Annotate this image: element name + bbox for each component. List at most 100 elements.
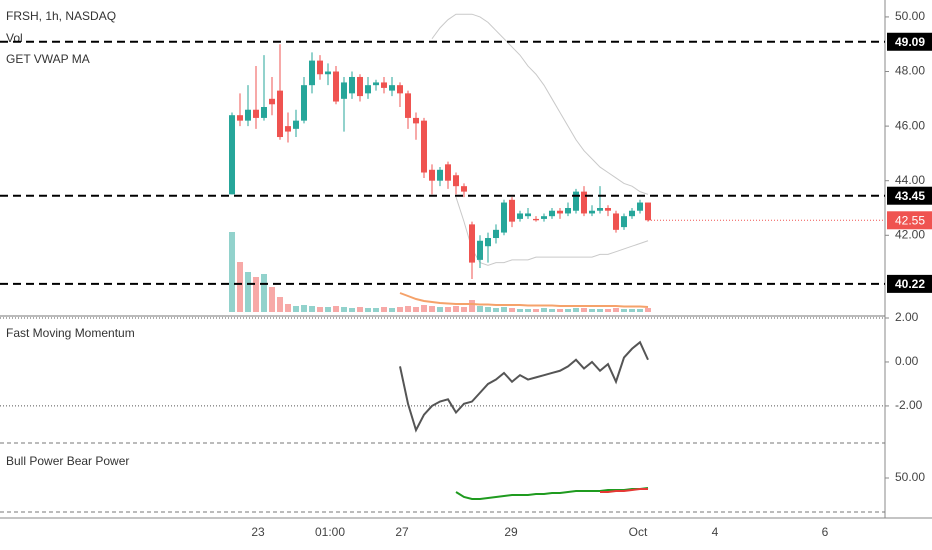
candle-body — [405, 93, 411, 118]
last-price-box — [887, 211, 932, 230]
candle-body — [613, 213, 619, 230]
candle-body — [453, 175, 459, 187]
volume-bar — [621, 309, 627, 312]
volume-bar — [533, 309, 539, 312]
volume-bar — [229, 232, 235, 312]
volume-bar — [301, 305, 307, 312]
candle-body — [557, 210, 563, 214]
candle-body — [645, 202, 651, 221]
candle-body — [437, 169, 443, 181]
volume-bar — [461, 307, 467, 312]
y-tick-label: 44.00 — [895, 173, 925, 187]
volume-bar — [429, 306, 435, 312]
candle-body — [333, 71, 339, 102]
volume-bar — [605, 309, 611, 312]
candle-body — [245, 109, 251, 121]
candle-body — [365, 85, 371, 94]
candle-body — [597, 207, 603, 211]
candle-body — [581, 191, 587, 214]
volume-bar — [501, 307, 507, 312]
candle-body — [261, 107, 267, 118]
y-tick-label: 50.00 — [895, 9, 925, 23]
volume-bar — [565, 309, 571, 312]
volume-bar — [581, 308, 587, 312]
indicator-line — [600, 488, 648, 493]
chart-title: FRSH, 1h, NASDAQ — [6, 9, 116, 23]
volume-bar — [421, 305, 427, 312]
candle-body — [309, 60, 315, 86]
volume-bar — [573, 308, 579, 312]
volume-bar — [509, 308, 515, 312]
volume-bar — [645, 308, 651, 312]
volume-bar — [477, 306, 483, 312]
x-tick-label: 29 — [504, 525, 518, 539]
candle-body — [485, 238, 491, 247]
y-tick-label: 48.00 — [895, 64, 925, 78]
candle-body — [349, 76, 355, 94]
candle-body — [621, 216, 627, 228]
volume-bar — [285, 304, 291, 312]
volume-bar — [541, 308, 547, 312]
y-tick-label: 42.00 — [895, 227, 925, 241]
volume-bar — [277, 297, 283, 312]
volume-bar — [269, 287, 275, 312]
volume-bar — [405, 306, 411, 312]
candle-body — [589, 210, 595, 214]
volume-bar — [629, 309, 635, 312]
candle-body — [509, 199, 515, 222]
x-tick-label: 6 — [822, 525, 829, 539]
candle-body — [373, 82, 379, 86]
volume-bar — [237, 262, 243, 312]
candle-body — [573, 191, 579, 211]
candle-body — [541, 216, 547, 219]
candle-body — [293, 120, 299, 129]
x-tick-label: 27 — [395, 525, 409, 539]
volume-bar — [357, 307, 363, 312]
x-tick-label: Oct — [629, 525, 648, 539]
volume-bar — [381, 307, 387, 312]
candle-body — [461, 186, 467, 192]
candle-body — [629, 210, 635, 217]
volume-bar — [453, 306, 459, 312]
candle-body — [325, 71, 331, 75]
y-tick-label: 2.00 — [895, 310, 919, 324]
volume-bar — [317, 307, 323, 312]
candle-body — [469, 224, 475, 263]
volume-bar — [261, 274, 267, 312]
volume-bar — [293, 306, 299, 312]
candle-body — [565, 207, 571, 214]
pane-title: Fast Moving Momentum — [6, 326, 135, 340]
level-label: 49.09 — [895, 35, 925, 49]
volume-bar — [373, 308, 379, 312]
volume-bar — [525, 309, 531, 312]
candle-body — [477, 240, 483, 260]
candle-body — [269, 98, 275, 105]
volume-bar — [365, 308, 371, 312]
candle-body — [357, 76, 363, 97]
volume-bar — [253, 277, 259, 312]
level-label-box — [887, 32, 932, 51]
volume-bar — [485, 307, 491, 312]
volume-bar — [637, 309, 643, 312]
volume-bar — [309, 306, 315, 312]
candle-body — [341, 82, 347, 99]
volume-bar — [437, 307, 443, 312]
volume-bar — [349, 308, 355, 312]
candle-body — [493, 229, 499, 239]
candle-body — [389, 85, 395, 91]
volume-bar — [557, 309, 563, 312]
legend-entry: Vol — [6, 31, 23, 45]
volume-bar — [589, 309, 595, 312]
vwap-line — [399, 292, 649, 308]
candle-body — [501, 202, 507, 233]
volume-bar — [493, 308, 499, 312]
volume-bar — [389, 308, 395, 312]
level-label-box — [887, 274, 932, 293]
y-tick-label: 50.00 — [895, 470, 925, 484]
pane-title: Bull Power Bear Power — [6, 454, 129, 468]
volume-bar — [517, 309, 523, 312]
candle-body — [445, 164, 451, 181]
volume-bar — [341, 307, 347, 312]
volume-bar — [325, 307, 331, 312]
